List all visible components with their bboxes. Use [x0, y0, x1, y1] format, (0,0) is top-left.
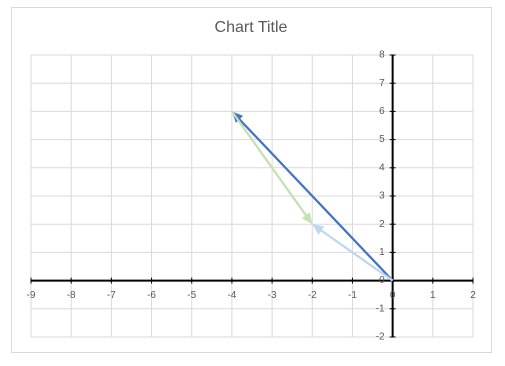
y-tick-label: -1: [376, 303, 385, 314]
x-tick-label: -9: [27, 290, 36, 301]
x-tick-label: 1: [430, 290, 436, 301]
arrow-head: [301, 212, 313, 225]
chart-title: Chart Title: [215, 19, 288, 36]
x-tick-label: -2: [308, 290, 317, 301]
series-line: [230, 110, 309, 219]
y-tick-label: 2: [379, 219, 385, 230]
y-tick-label: 1: [379, 247, 385, 258]
x-tick-label: 0: [390, 290, 396, 301]
y-tick-label: 7: [379, 78, 385, 89]
x-tick-label: -5: [187, 290, 196, 301]
y-tick-label: 5: [379, 134, 385, 145]
y-tick-label: 3: [379, 191, 385, 202]
y-tick-label: 6: [379, 106, 385, 117]
x-tick-label: -6: [147, 290, 156, 301]
x-tick-label: -1: [348, 290, 357, 301]
x-tick-label: -3: [268, 290, 277, 301]
x-tick-label: 2: [470, 290, 476, 301]
x-tick-label: -8: [67, 290, 76, 301]
y-tick-label: 0: [379, 275, 385, 286]
arrow-head: [312, 224, 325, 235]
y-tick-label: -2: [376, 332, 385, 343]
series-line: [317, 227, 394, 282]
x-tick-label: -4: [227, 290, 236, 301]
chart-border: [11, 7, 492, 353]
y-tick-label: 4: [379, 162, 385, 173]
y-tick-label: 8: [379, 50, 385, 61]
series-line: [236, 116, 394, 282]
x-tick-label: -7: [107, 290, 116, 301]
